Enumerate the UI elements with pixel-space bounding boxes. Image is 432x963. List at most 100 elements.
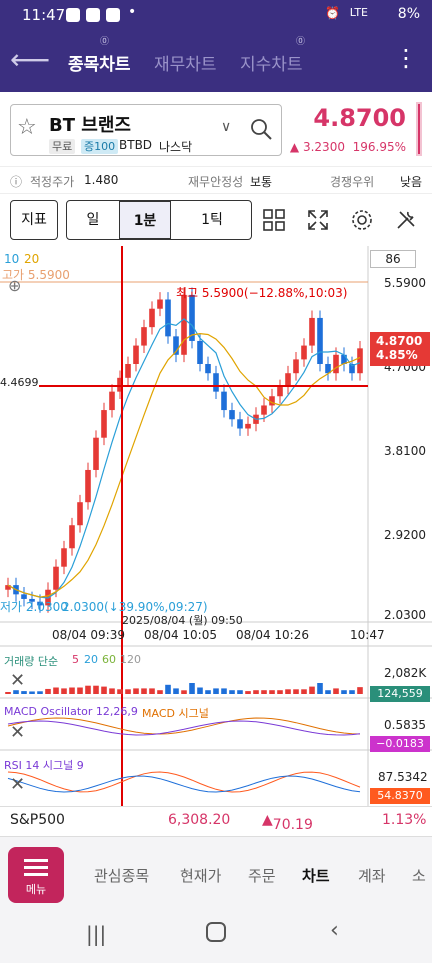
period-tick-button[interactable]: 1틱 [201,212,223,228]
candle-body [309,317,315,346]
volume-bar [317,683,323,694]
rsi-current-tag: 54.8370 [370,788,430,804]
chart-toolbar: 지표 일 1분 1틱 [0,196,432,246]
favorite-star-icon[interactable]: ☆ [17,115,37,140]
network-label: LTE [349,6,368,19]
volume-bar [205,690,211,694]
close-panel-icon[interactable]: ✕ [10,774,26,795]
volume-bar [173,688,179,694]
macd-label: MACD Oscillator 12,26,9 [4,705,138,718]
close-panel-icon[interactable]: ✕ [10,670,26,691]
fullscreen-icon[interactable] [306,208,330,232]
nav-current-price[interactable]: 현재가 [180,867,222,885]
market-label: 나스닥 [159,140,193,154]
settings-gear-icon[interactable] [350,208,374,232]
candle-body [181,294,187,355]
period-day-button[interactable]: 일 [86,212,100,228]
search-icon[interactable] [249,117,273,141]
index-ticker-row[interactable]: S&P500 6,308.20 ▲ 70.19 1.13% [0,806,432,834]
stock-code: BTBD [119,138,153,152]
volume-bar [325,690,331,694]
index-value: 6,308.20 [168,812,231,828]
candle-body [21,594,27,599]
volume-bar [61,688,67,694]
app-icon [86,8,100,22]
candle-body [341,354,347,364]
volume-bar [245,691,251,694]
nav-more[interactable]: 소 [412,867,426,885]
candle-body [269,396,275,406]
candle-body [125,364,131,378]
status-time: 11:47 [22,6,66,24]
rsi-line [7,771,361,793]
status-bar: 11:47 • ⏰ LTE 8% [0,0,432,32]
volume-bar [13,690,19,694]
candle-body [157,299,163,309]
volume-bar [341,690,347,694]
tools-wrench-icon[interactable] [394,208,418,232]
macd-signal-line [7,717,361,735]
x-tick-2: 08/04 10:05 [144,628,217,642]
candle-body [293,359,299,374]
nav-order[interactable]: 주문 [248,867,276,885]
fair-price-label: 적정주가 [30,175,75,189]
notification-icon [66,8,80,22]
candle-body [349,364,355,374]
volume-bar [117,689,123,694]
volume-bar [237,690,243,694]
candle-body [285,373,291,388]
volume-bar [229,690,235,694]
rsi-signal-line [7,775,361,793]
y-tick-3: 3.8100 [384,444,426,458]
chevron-down-icon[interactable]: ∨ [221,119,232,135]
low-annotation: 2.0300(↓39.90%,09:27) [62,600,208,614]
nav-chart[interactable]: 차트 [302,867,330,885]
volume-current-tag: 124,559 [370,686,430,702]
volume-bar [133,688,139,694]
indicator-button[interactable]: 지표 [10,200,58,240]
volume-bar [165,684,171,694]
nav-watchlist[interactable]: 관심종목 [94,867,150,885]
bottom-nav: 메뉴 관심종목 현재가 주문 차트 계좌 소 [0,836,432,912]
home-icon[interactable] [206,922,226,942]
zoom-in-icon[interactable]: ⊕ [8,276,22,295]
tab-stock-chart[interactable]: 종목차트 [68,55,131,75]
candle-body [325,364,331,374]
volume-bar [181,690,187,694]
period-minute-button[interactable]: 1분 [119,201,171,239]
margin-badge: 증100 [81,139,119,154]
tab-index-chart[interactable]: 지수차트 [240,55,303,75]
volume-label: 거래량 단순 [4,655,59,668]
volume-bar [357,687,363,694]
candle-body [189,294,195,341]
index-change-pct: 1.13% [382,812,427,828]
high-price-label: 고가 5.5900 [2,268,70,282]
index-name: S&P500 [10,812,65,828]
layout-grid-icon[interactable] [262,208,286,232]
more-menu-icon[interactable]: ⋮ [394,44,418,72]
recent-apps-icon[interactable]: ||| [86,922,107,946]
change-value: 3.2300 [302,140,345,154]
y-tick-4: 2.9200 [384,528,426,542]
competitive-value: 낮음 [400,175,423,189]
stock-search-box[interactable]: ☆ BT 브랜즈 무료 증100 BTBD 나스닥 ∨ [10,104,282,156]
candle-body [53,566,59,590]
scale-value-box: 86 [370,250,416,268]
volume-bar [21,691,27,694]
free-badge: 무료 [49,139,76,154]
volume-bar [189,683,195,694]
menu-button[interactable]: 메뉴 [8,847,64,903]
macd-signal-label: MACD 시그널 [142,707,209,720]
volume-bar [149,688,155,694]
back-arrow-icon[interactable]: ⟵ [10,43,51,76]
nav-account[interactable]: 계좌 [358,867,386,885]
back-icon[interactable]: ‹ [330,918,339,943]
hamburger-icon [24,859,48,877]
candle-body [277,387,283,397]
stock-chart[interactable] [0,246,432,806]
change-pct: 196.95% [352,140,406,154]
candle-body [133,345,139,364]
close-panel-icon[interactable]: ✕ [10,722,26,743]
help-icon[interactable]: ⓘ [10,175,23,189]
tab-financial-chart[interactable]: 재무차트 [154,55,217,75]
